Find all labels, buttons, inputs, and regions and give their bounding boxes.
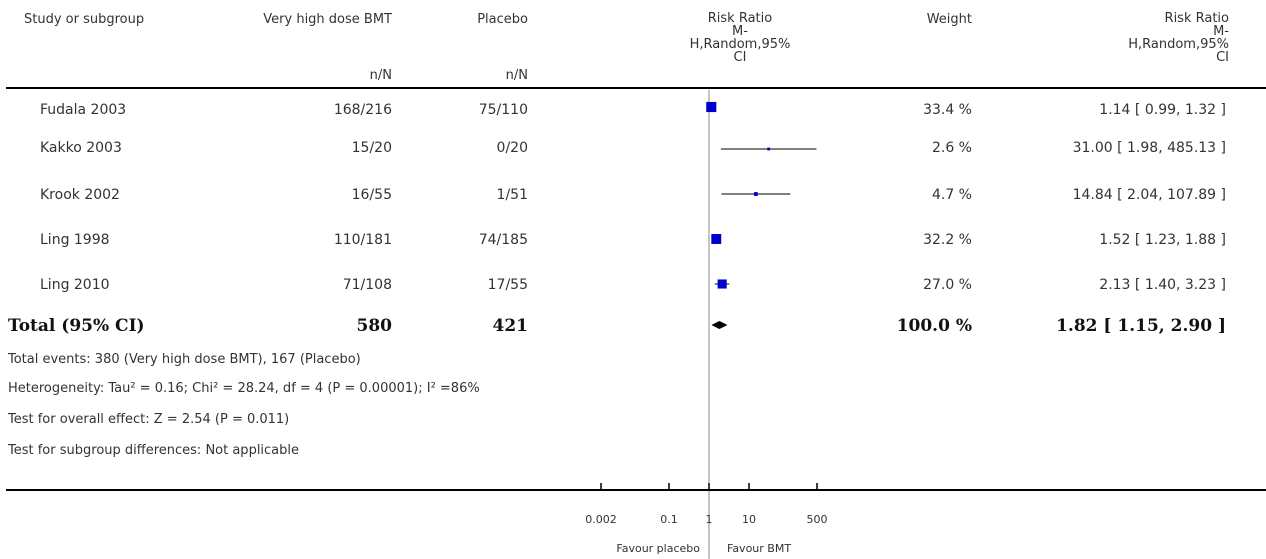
header-rr-line4: CI: [1216, 50, 1229, 65]
heterogeneity-note: Heterogeneity: Tau² = 0.16; Chi² = 28.24…: [8, 381, 480, 396]
study-rr: 1.14 [ 0.99, 1.32 ]: [1099, 102, 1226, 118]
total-events-note: Total events: 380 (Very high dose BMT), …: [8, 352, 361, 367]
pooled-diamond: [711, 321, 728, 329]
total-label: Total (95% CI): [8, 316, 145, 336]
study-markers: [706, 101, 771, 289]
header-control-sub: n/N: [505, 68, 528, 83]
study-marker: [767, 147, 771, 151]
total-rr: 1.82 [ 1.15, 2.90 ]: [1056, 316, 1226, 336]
study-marker: [753, 192, 758, 196]
confidence-intervals: [708, 106, 817, 285]
control-count: 1/51: [496, 187, 528, 203]
total-control: 421: [492, 316, 529, 336]
control-count: 0/20: [496, 140, 528, 156]
x-axis-ticks: 0.002 0.1 1 10 500: [585, 483, 828, 526]
axis-tick-label: 1: [706, 513, 713, 526]
header-rule: [6, 87, 1266, 89]
header-plot-line4: CI: [733, 50, 747, 65]
axis-tick-label: 0.002: [585, 513, 617, 526]
header-plot-line1: Risk Ratio: [707, 11, 773, 26]
study-rr: 31.00 [ 1.98, 485.13 ]: [1072, 140, 1226, 156]
header-rr-line1: Risk Ratio: [1164, 11, 1229, 26]
header-rr-line3: H,Random,95%: [1128, 37, 1229, 52]
header-weight: Weight: [926, 12, 972, 27]
axis-tick-label: 10: [742, 513, 756, 526]
control-count: 74/185: [478, 232, 528, 248]
total-weight: 100.0 %: [896, 316, 972, 336]
study-name: Kakko 2003: [40, 140, 122, 156]
axis-label-left: Favour placebo: [616, 542, 700, 555]
treatment-count: 16/55: [351, 187, 392, 203]
axis-tick-label: 500: [807, 513, 828, 526]
study-weight: 33.4 %: [923, 102, 972, 118]
study-weight: 2.6 %: [931, 140, 972, 156]
header-control: Placebo: [477, 12, 528, 27]
study-marker: [717, 279, 727, 289]
header-treatment-sub: n/N: [369, 68, 392, 83]
header-plot: Risk Ratio M- H,Random,95% CI: [660, 12, 820, 64]
header-plot-line2: M-: [732, 24, 748, 39]
treatment-count: 71/108: [342, 277, 392, 293]
study-name: Ling 1998: [40, 232, 110, 248]
study-marker: [706, 101, 717, 113]
control-count: 17/55: [487, 277, 528, 293]
treatment-count: 15/20: [351, 140, 392, 156]
study-rr: 2.13 [ 1.40, 3.23 ]: [1099, 277, 1226, 293]
subgroup-note: Test for subgroup differences: Not appli…: [8, 443, 300, 458]
study-rr: 1.52 [ 1.23, 1.88 ]: [1099, 232, 1226, 248]
treatment-count: 110/181: [333, 232, 392, 248]
control-count: 75/110: [478, 102, 528, 118]
header-study: Study or subgroup: [24, 12, 145, 27]
study-name: Krook 2002: [40, 187, 120, 203]
study-rr: 14.84 [ 2.04, 107.89 ]: [1072, 187, 1226, 203]
study-weight: 27.0 %: [923, 277, 972, 293]
study-weight: 4.7 %: [931, 187, 972, 203]
study-marker: [711, 234, 722, 244]
study-name: Ling 2010: [40, 277, 110, 293]
header-rr-line2: M-: [1213, 24, 1229, 39]
study-name: Fudala 2003: [40, 102, 127, 118]
overall-effect-note: Test for overall effect: Z = 2.54 (P = 0…: [8, 412, 290, 427]
header-plot-line3: H,Random,95%: [689, 37, 791, 52]
total-treatment: 580: [356, 316, 393, 336]
treatment-count: 168/216: [333, 102, 392, 118]
axis-label-right: Favour BMT: [727, 542, 792, 555]
header-treatment: Very high dose BMT: [263, 12, 392, 27]
header-rr: Risk Ratio M- H,Random,95% CI: [1128, 12, 1229, 64]
axis-tick-label: 0.1: [660, 513, 678, 526]
study-weight: 32.2 %: [923, 232, 972, 248]
